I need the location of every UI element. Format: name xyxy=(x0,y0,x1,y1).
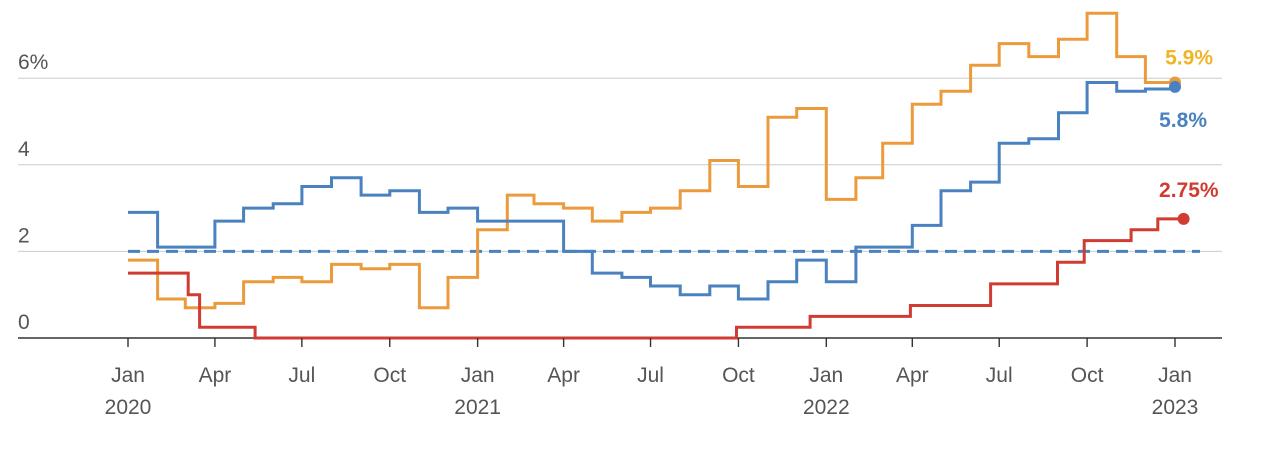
series-line-0 xyxy=(128,11,1175,310)
x-tick-label: Apr xyxy=(896,364,929,387)
series-end-marker-2 xyxy=(1177,212,1190,225)
series-end-marker-1 xyxy=(1169,80,1181,93)
x-tick-year-label: 2023 xyxy=(1152,396,1199,419)
x-tick-label: Apr xyxy=(547,364,580,387)
x-tick-year-label: 2021 xyxy=(454,396,501,419)
y-tick-label: 0 xyxy=(18,311,30,334)
x-tick-label: Oct xyxy=(722,364,755,387)
x-tick-label: Oct xyxy=(373,364,406,387)
x-tick-year-label: 2020 xyxy=(105,396,152,419)
end-labels: 5.9% 5.8% 2.75% xyxy=(1159,47,1219,202)
series-layer xyxy=(128,11,1190,340)
x-tick-year-label: 2022 xyxy=(803,396,850,419)
x-tick-label: Jul xyxy=(986,364,1013,387)
series-line-1 xyxy=(128,81,1177,301)
x-tick-label: Jan xyxy=(461,364,495,387)
x-tick-label: Jan xyxy=(111,364,145,387)
x-tick-label: Jan xyxy=(809,364,843,387)
y-tick-label: 2 xyxy=(18,224,30,247)
x-tick-label: Apr xyxy=(199,364,232,387)
series-line-2 xyxy=(128,217,1184,340)
x-tick-label: Oct xyxy=(1071,364,1104,387)
x-axis: Jan 2020 Apr Jul Oct Jan 2021 Apr Jul Oct Jan 2022 A… xyxy=(105,338,1199,419)
x-tick-label: Jul xyxy=(637,364,664,387)
series-end-label-1: 5.8% xyxy=(1159,109,1207,132)
series-end-label-0: 5.9% xyxy=(1165,47,1213,70)
y-tick-label: 4 xyxy=(18,138,30,161)
series-end-label-2: 2.75% xyxy=(1159,179,1219,202)
x-tick-label: Jan xyxy=(1158,364,1192,387)
x-tick-label: Jul xyxy=(288,364,315,387)
y-tick-label: 6% xyxy=(18,51,48,74)
